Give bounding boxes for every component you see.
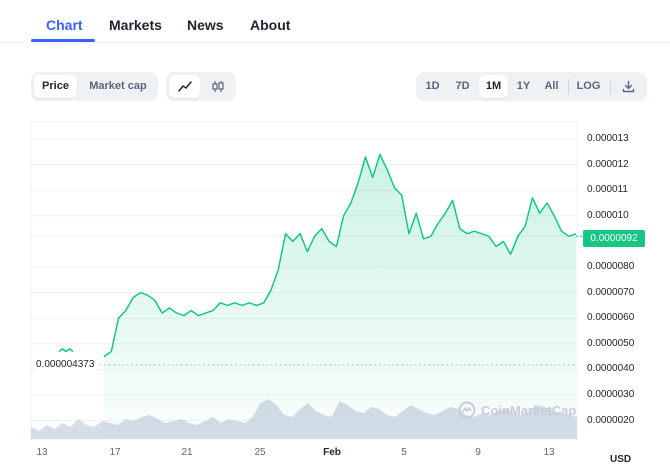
line-chart-button[interactable] — [169, 75, 200, 98]
x-tick-label: 21 — [181, 447, 193, 458]
tab-markets[interactable]: Markets — [109, 17, 162, 33]
y-tick-label: 0.0000080 — [587, 261, 635, 272]
price-line-segment — [58, 348, 74, 353]
y-tick-label: 0.000013 — [587, 133, 629, 144]
current-price-badge: 0.0000092 — [583, 230, 645, 247]
y-tick-label: 0.0000030 — [587, 389, 635, 400]
range-1d-button[interactable]: 1D — [425, 80, 440, 92]
tab-about[interactable]: About — [250, 17, 291, 33]
x-tick-label: 13 — [543, 447, 555, 458]
y-tick-label: 0.0000050 — [587, 337, 635, 349]
chart-style-toggle — [166, 72, 236, 101]
tab-bar: Chart Markets News About — [0, 0, 670, 43]
download-icon — [622, 80, 635, 93]
download-button[interactable] — [615, 75, 642, 98]
toolbar-divider — [568, 79, 569, 94]
candlestick-icon — [211, 81, 224, 92]
y-tick-label: 0.0000060 — [587, 312, 635, 324]
price-area — [104, 154, 576, 439]
y-tick-label: 0.0000040 — [587, 363, 635, 375]
tab-news[interactable]: News — [187, 17, 224, 33]
currency-label: USD — [610, 454, 632, 465]
active-tab-indicator — [31, 39, 95, 42]
x-tick-label: 9 — [475, 447, 481, 458]
range-1m-button[interactable]: 1M — [479, 75, 508, 98]
y-tick-label: 0.0000020 — [587, 414, 635, 426]
toolbar-divider — [610, 79, 611, 94]
log-scale-button[interactable]: LOG — [576, 80, 601, 92]
x-tick-label: 13 — [36, 447, 48, 458]
x-tick-label: Feb — [323, 447, 341, 458]
x-tick-label: 25 — [254, 447, 266, 458]
metric-toggle: Price Market cap — [31, 72, 158, 101]
price-button[interactable]: Price — [34, 75, 77, 98]
y-tick-label: 0.000012 — [587, 158, 629, 170]
price-line — [103, 153, 577, 358]
candlestick-chart-button[interactable] — [202, 75, 233, 98]
low-price-label: 0.000004373 — [36, 359, 97, 370]
line-chart-icon — [177, 81, 192, 92]
tab-chart[interactable]: Chart — [46, 17, 83, 33]
range-all-button[interactable]: All — [544, 80, 559, 92]
market-cap-button[interactable]: Market cap — [89, 80, 147, 92]
y-tick-label: 0.000010 — [587, 209, 629, 221]
y-tick-label: 0.000011 — [587, 184, 628, 196]
watermark-text: CoinMarketCap — [481, 402, 577, 418]
y-tick-label: 0.0000070 — [587, 286, 635, 298]
x-tick-label: 5 — [401, 447, 407, 458]
coinmarketcap-watermark: CoinMarketCap — [458, 401, 576, 419]
range-7d-button[interactable]: 7D — [455, 80, 470, 92]
x-tick-label: 17 — [109, 447, 121, 458]
range-selector: 1D 7D 1M 1Y All LOG — [416, 72, 647, 101]
coinmarketcap-logo-icon — [458, 401, 476, 419]
range-1y-button[interactable]: 1Y — [516, 80, 531, 92]
